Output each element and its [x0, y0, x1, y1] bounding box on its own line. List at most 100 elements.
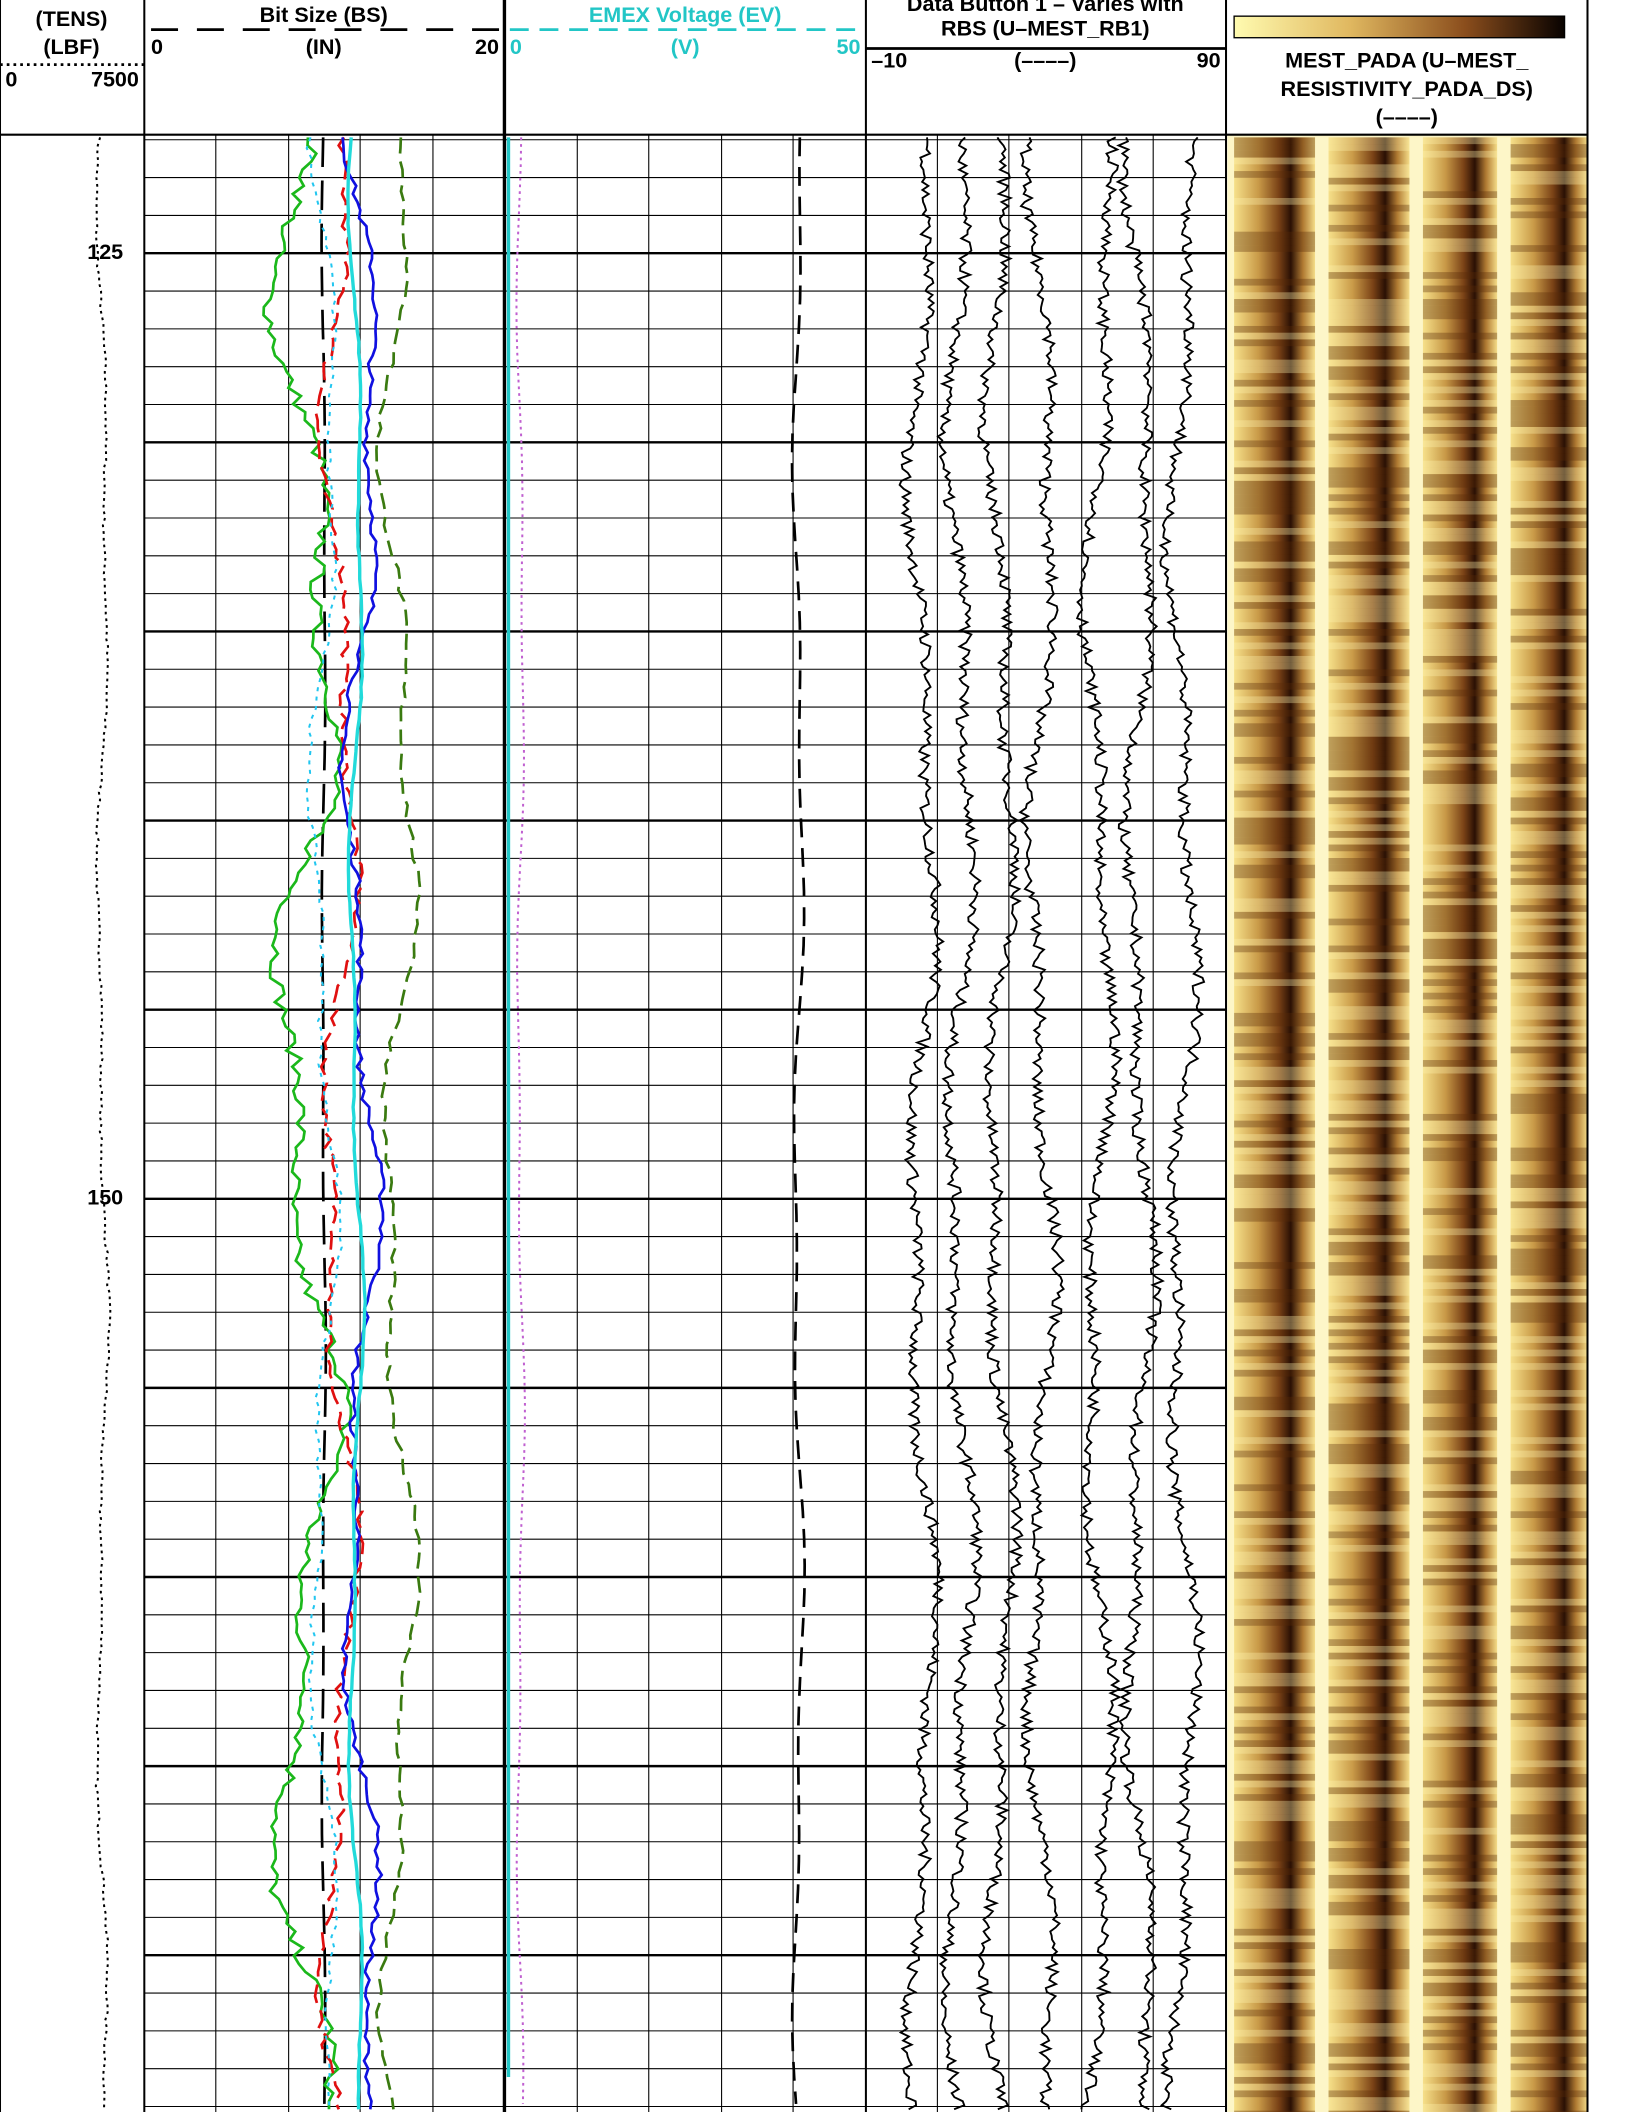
pad-band	[1328, 204, 1410, 212]
pad-band	[1422, 965, 1498, 973]
pad-band	[1510, 426, 1588, 434]
pad-band	[1234, 770, 1316, 778]
pad-band	[1328, 265, 1410, 273]
pad-band	[1422, 878, 1498, 885]
pad-band	[1510, 1188, 1588, 1195]
pad-band	[1328, 1100, 1410, 1108]
pad-band	[1234, 1942, 1316, 1950]
pad-band	[1234, 817, 1316, 825]
pad-band	[1328, 1686, 1410, 1694]
pad-band	[1234, 332, 1316, 340]
pad-band	[1328, 1996, 1410, 2003]
pad-band	[1510, 1248, 1588, 1256]
pad-band	[1328, 2050, 1410, 2057]
pad-band	[1234, 467, 1316, 475]
pad-band	[1328, 325, 1410, 333]
pad-band	[1234, 1800, 1316, 1808]
pad-band	[1510, 2036, 1588, 2044]
scale-right: 50	[837, 34, 861, 59]
pad-band	[1422, 1039, 1498, 1047]
pad-band	[1328, 1457, 1410, 1465]
pad-band	[1328, 467, 1410, 475]
pad-band	[1234, 696, 1316, 704]
pad-band	[1510, 1235, 1588, 1242]
pad-band	[1328, 1154, 1410, 1162]
pad-band	[1422, 635, 1498, 643]
pad-band	[1510, 622, 1588, 630]
pad-band	[1510, 305, 1588, 313]
pad-band	[1422, 2029, 1498, 2037]
pad-band	[1328, 1275, 1410, 1283]
pad-band	[1422, 2043, 1498, 2051]
pad-band	[1234, 292, 1316, 300]
pad-band	[1422, 541, 1498, 549]
pad-band	[1234, 1780, 1316, 1788]
pad-band	[1234, 682, 1316, 690]
pad-band	[1422, 1491, 1498, 1498]
pad-band	[1510, 1659, 1588, 1667]
log-curve	[1075, 136, 1123, 2110]
pad-band	[1510, 413, 1588, 421]
pad-band	[1422, 898, 1498, 906]
pad-band	[1422, 1827, 1498, 1835]
pad-band	[1234, 810, 1316, 818]
pad-band	[1510, 1289, 1588, 1296]
pad-band	[1234, 198, 1316, 205]
pad-band	[1422, 2009, 1498, 2017]
pad-band	[1422, 272, 1498, 279]
pad-band	[1328, 406, 1410, 414]
pad-band	[1234, 1794, 1316, 1801]
pad-band	[1328, 171, 1410, 178]
pad-band	[1510, 1363, 1588, 1370]
pad-band	[1234, 723, 1316, 731]
pad-band	[1328, 339, 1410, 347]
pad-band	[1328, 1497, 1410, 1505]
pad-band	[1510, 1598, 1588, 1606]
pad-band	[1422, 1396, 1498, 1404]
pad-band	[1422, 224, 1498, 232]
pad-band	[1234, 494, 1316, 502]
pad-band	[1328, 1430, 1410, 1438]
track-title: (TENS)	[36, 6, 108, 31]
pad-band	[1510, 420, 1588, 427]
pad-band	[1510, 1181, 1588, 1188]
pad-band	[1510, 804, 1588, 811]
pad-band	[1510, 319, 1588, 326]
pad-band	[1510, 1093, 1588, 1101]
pad-band	[1510, 453, 1588, 461]
pad-band	[1328, 858, 1410, 865]
pad-band	[1422, 736, 1498, 744]
pad-band	[1234, 1403, 1316, 1411]
pad-band	[1510, 1982, 1588, 1990]
pad-band	[1234, 575, 1316, 582]
pad-band	[1328, 1531, 1410, 1539]
track-unit: (––––)	[1376, 104, 1438, 129]
pad-band	[1510, 851, 1588, 858]
pad-band	[1234, 1012, 1316, 1020]
pad-band	[1234, 1289, 1316, 1296]
pad-band	[1510, 312, 1588, 320]
pad-band	[1510, 1039, 1588, 1047]
pad-band	[1328, 1423, 1410, 1431]
pad-band	[1328, 918, 1410, 926]
track-unit: (IN)	[306, 34, 342, 59]
pad-band	[1328, 608, 1410, 616]
track-title: Bit Size (BS)	[260, 2, 388, 27]
pad-band	[1328, 1834, 1410, 1842]
pad-band	[1510, 1012, 1588, 1020]
pad-band	[1234, 1363, 1316, 1370]
pad-band	[1422, 1625, 1498, 1633]
pad-band	[1234, 1713, 1316, 1721]
pad-band	[1510, 1302, 1588, 1310]
pad-band	[1422, 1881, 1498, 1889]
pad-band	[1510, 568, 1588, 576]
pad-band	[1328, 352, 1410, 360]
pad-band	[1328, 844, 1410, 852]
pad-band	[1510, 1006, 1588, 1013]
pad-band	[1328, 797, 1410, 805]
pad-band	[1328, 985, 1410, 993]
pad-band	[1422, 1363, 1498, 1370]
pad-band	[1422, 1935, 1498, 1943]
pad-band	[1328, 164, 1410, 172]
pad-band	[1234, 2009, 1316, 2017]
